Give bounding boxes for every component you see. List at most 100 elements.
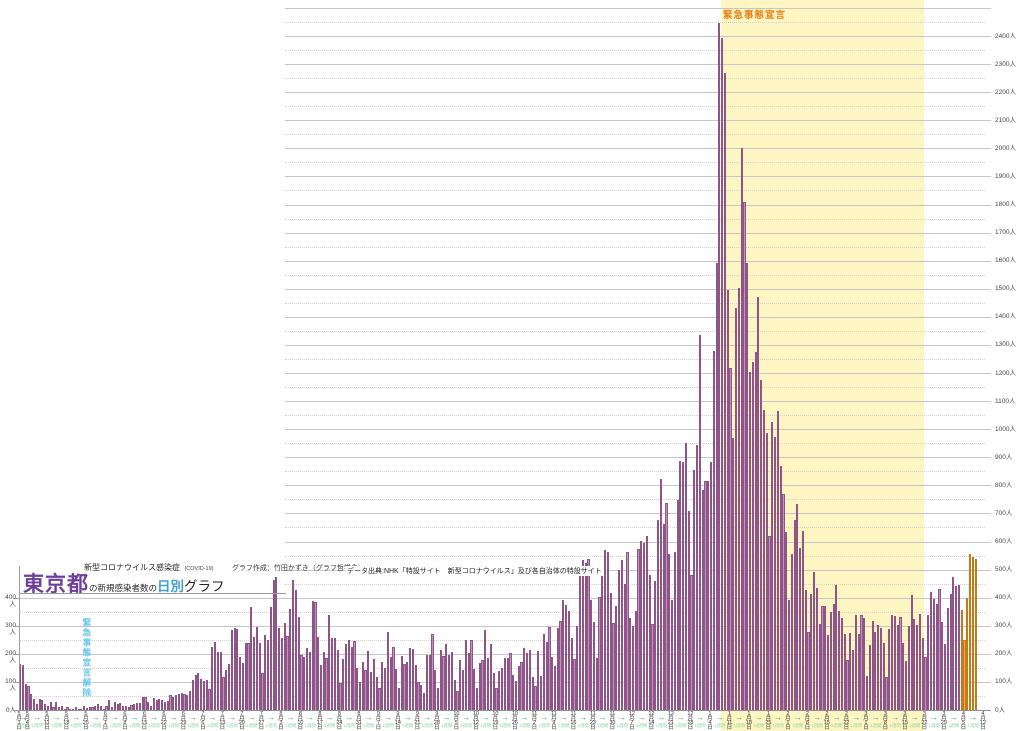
- bar: [275, 577, 278, 710]
- bar: [520, 661, 523, 710]
- bar: [495, 688, 498, 710]
- bar: [108, 700, 111, 710]
- x-axis-label: 4 月 12 日: [979, 711, 987, 731]
- bar: [364, 670, 367, 710]
- bar: [793, 520, 796, 710]
- bar: [941, 622, 944, 710]
- bar: [161, 700, 164, 710]
- bar: [512, 675, 515, 710]
- bar: [119, 702, 122, 710]
- bar: [113, 702, 116, 710]
- bar: [918, 613, 922, 710]
- bar: [83, 706, 86, 710]
- week-arrow-label: 1週間: [577, 723, 589, 728]
- x-axis-label: 2 月 15 日: [823, 711, 830, 731]
- bar: [152, 698, 155, 710]
- bar: [233, 627, 236, 710]
- bar: [144, 696, 147, 710]
- bar: [617, 569, 621, 710]
- bar: [74, 706, 77, 710]
- bar: [225, 669, 228, 710]
- y-axis-label-right: 500人: [995, 566, 1013, 574]
- bar: [372, 659, 375, 710]
- bar: [528, 649, 532, 710]
- gridline: [285, 316, 991, 318]
- bar: [99, 706, 102, 710]
- gridline: [285, 485, 991, 487]
- x-axis-label: 7 月 20 日: [238, 711, 245, 731]
- bar: [278, 628, 281, 710]
- bar: [414, 664, 417, 710]
- y-axis-label-right: 1600人: [995, 257, 1016, 265]
- bar: [63, 708, 66, 710]
- bar: [247, 643, 250, 710]
- bar: [473, 669, 476, 710]
- bar: [367, 650, 370, 710]
- x-axis-label: 10 月 19 日: [492, 711, 499, 731]
- y-axis-label-right: 1800人: [995, 201, 1016, 208]
- week-arrow-label: 1週間: [362, 723, 375, 728]
- week-arrow-icon: →: [774, 713, 783, 722]
- bar: [570, 638, 573, 710]
- bar: [871, 621, 874, 710]
- bar: [701, 490, 704, 710]
- y-axis-label-right: 2100人: [995, 116, 1016, 124]
- bar: [581, 560, 584, 710]
- bar: [668, 553, 671, 710]
- y-axis-label-right: 1000人: [995, 425, 1016, 433]
- bar: [790, 553, 793, 710]
- week-arrow-icon: →: [364, 713, 373, 722]
- x-axis-label: 1 月 11 日: [726, 711, 733, 731]
- bar: [342, 658, 345, 710]
- bar: [835, 585, 838, 710]
- gridline: [285, 36, 991, 37]
- bar: [576, 626, 579, 710]
- bar: [704, 481, 707, 710]
- bar: [545, 642, 548, 710]
- bar: [77, 709, 80, 710]
- x-axis-label: 8 月 17 日: [316, 711, 323, 731]
- y-axis-label-right: 800人: [995, 481, 1013, 489]
- bar: [205, 680, 208, 710]
- x-axis-label: 3 月 29 日: [940, 711, 947, 731]
- bar: [840, 618, 844, 710]
- bar: [347, 639, 350, 710]
- bar: [832, 603, 835, 710]
- bar: [829, 611, 832, 710]
- y-axis-label-right: 900人: [995, 453, 1013, 461]
- week-arrow-label: 1週間: [772, 723, 784, 728]
- x-axis-label: 10 月 12 日: [472, 711, 479, 731]
- week-arrow-label: 1週間: [713, 723, 726, 728]
- week-arrow-label: 1週間: [460, 723, 472, 728]
- y-axis-tick: [13, 653, 19, 655]
- bar: [957, 584, 961, 710]
- gridline: [19, 625, 991, 627]
- bar: [801, 530, 805, 710]
- bar: [776, 411, 779, 710]
- bar: [378, 688, 381, 710]
- bar: [216, 652, 219, 710]
- bar: [339, 683, 342, 710]
- bar: [411, 648, 415, 710]
- bar: [623, 583, 626, 710]
- week-arrow-label: 1週間: [187, 723, 199, 728]
- bar: [648, 575, 651, 710]
- week-arrow-icon: →: [169, 713, 178, 722]
- bar: [843, 633, 846, 710]
- x-axis-label: 6 月 29 日: [180, 711, 187, 731]
- bar: [422, 693, 426, 710]
- bar: [386, 632, 389, 710]
- bar: [779, 466, 782, 710]
- bar: [487, 658, 490, 710]
- week-arrow-icon: →: [540, 713, 549, 722]
- bar: [211, 647, 214, 710]
- x-axis-label: 1 月 25 日: [765, 711, 772, 731]
- bar: [740, 148, 743, 710]
- x-axis-label: 12 月 14 日: [648, 711, 655, 731]
- covid-tag: (COVID-19): [184, 566, 214, 572]
- x-axis-label: 9 月 21 日: [414, 711, 421, 731]
- bar: [370, 671, 373, 710]
- bar: [478, 663, 481, 710]
